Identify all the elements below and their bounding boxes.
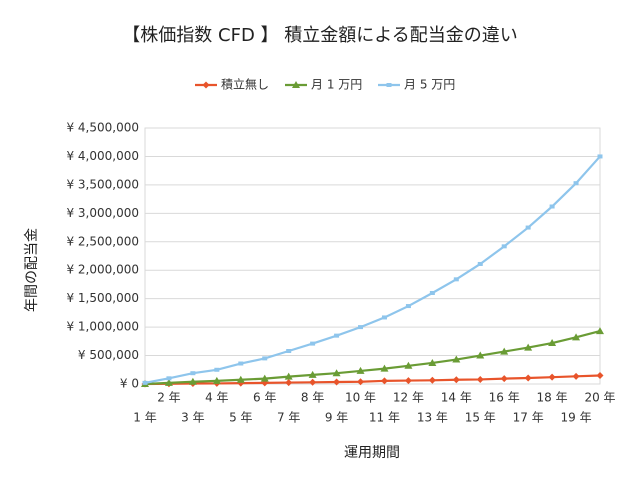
marker [386,83,392,87]
marker [524,343,533,351]
marker [381,315,387,320]
series-line [144,155,601,384]
x-tick-label: 10 年 [345,391,376,405]
x-tick-label: 5 年 [229,411,252,425]
marker [596,371,604,379]
marker [429,290,435,295]
marker [332,369,341,377]
x-tick-label: 7 年 [277,411,300,425]
x-tick-label: 12 年 [393,391,424,405]
marker [286,349,292,354]
marker [572,372,580,380]
x-tick-label: 16 年 [489,391,520,405]
y-tick-label: ¥ 4,500,000 [66,121,139,135]
marker [500,347,509,355]
marker [477,261,483,266]
marker [405,304,411,309]
y-axis-title: 年間の配当金 [24,228,40,312]
marker [380,364,389,372]
y-tick-label: ¥ 3,500,000 [66,177,139,191]
marker [284,372,293,380]
marker [334,333,340,338]
marker [308,370,317,378]
legend-label: 月 5 万円 [404,78,455,92]
marker [572,333,581,341]
plot-border [144,127,601,385]
marker [309,378,317,386]
series-line [144,330,601,386]
x-tick-label: 17 年 [513,411,544,425]
marker [238,361,244,366]
marker [548,339,557,347]
y-tick-label: ¥ 1,000,000 [66,320,139,334]
marker [356,366,365,374]
x-tick-label: 4 年 [205,391,228,405]
marker [596,327,604,335]
y-tick-label: ¥ 0 [120,377,139,391]
y-tick-label: ¥ 1,500,000 [66,291,139,305]
marker [262,356,268,361]
series-line [144,374,601,386]
marker [525,225,531,230]
x-axis-title: 運用期間 [344,445,400,461]
marker [428,376,436,384]
x-tick-label: 2 年 [157,391,180,405]
marker [597,154,603,159]
y-tick-label: ¥ 2,000,000 [66,263,139,277]
marker [476,351,485,359]
marker [285,379,293,387]
chart-title: 【株価指数 CFD 】 積立金額による配当金の違い [122,25,517,46]
marker [428,358,437,366]
y-tick-label: ¥ 3,000,000 [66,206,139,220]
marker [333,378,341,386]
marker [404,377,412,385]
marker [188,377,197,385]
marker [524,374,532,382]
x-tick-label: 18 年 [537,391,568,405]
marker [142,380,148,385]
marker [212,376,221,384]
x-tick-label: 3 年 [181,411,204,425]
x-tick-label: 19 年 [561,411,592,425]
y-tick-label: ¥ 2,500,000 [66,234,139,248]
marker [310,341,316,346]
x-tick-label: 8 年 [301,391,324,405]
marker [476,375,484,383]
marker [357,378,365,386]
marker [548,373,556,381]
marker [453,277,459,282]
marker [380,377,388,385]
x-tick-label: 20 年 [584,391,615,405]
x-tick-label: 11 年 [369,411,400,425]
x-tick-label: 9 年 [325,411,348,425]
marker [500,375,508,383]
marker [549,204,555,209]
marker [292,81,300,88]
x-tick-label: 13 年 [417,411,448,425]
legend-label: 月 1 万円 [311,78,362,92]
marker [452,355,461,363]
x-tick-label: 14 年 [441,391,472,405]
y-tick-label: ¥ 500,000 [78,348,139,362]
x-tick-label: 6 年 [253,391,276,405]
marker [236,375,245,383]
marker [166,376,172,381]
marker [501,244,507,249]
marker [214,367,220,372]
x-tick-label: 15 年 [465,411,496,425]
marker [573,181,579,186]
marker [260,374,269,382]
marker [202,81,210,89]
marker [404,361,413,369]
marker [190,371,196,376]
x-tick-label: 1 年 [133,411,156,425]
y-tick-label: ¥ 4,000,000 [66,149,139,163]
legend-label: 積立無し [221,77,269,92]
marker [358,325,364,330]
marker [452,376,460,384]
marker [164,378,173,386]
